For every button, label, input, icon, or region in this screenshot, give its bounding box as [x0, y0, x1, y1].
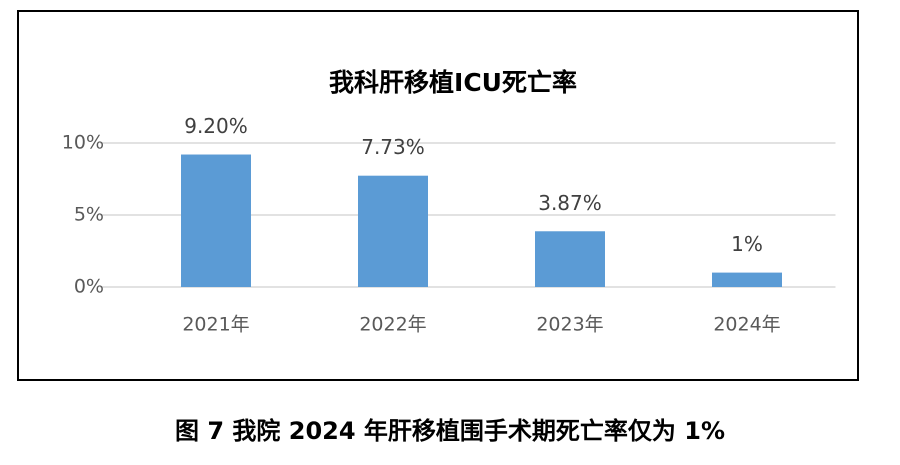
x-tick-label: 2022年: [359, 314, 426, 336]
x-tick-label: 2021年: [182, 314, 249, 336]
x-tick-label: 2023年: [536, 314, 603, 336]
y-tick-label: 5%: [74, 204, 104, 226]
bar: [358, 175, 428, 287]
x-tick-label: 2024年: [713, 314, 780, 336]
y-tick-label: 0%: [74, 276, 104, 298]
chart-frame: [17, 10, 859, 381]
bar: [181, 154, 251, 287]
bar: [712, 272, 782, 287]
bar: [535, 231, 605, 287]
caption: 图 7 我院 2024 年肝移植围手术期死亡率仅为 1%: [175, 417, 725, 445]
value-label: 7.73%: [361, 135, 425, 159]
value-label: 1%: [731, 232, 763, 256]
y-tick-label: 10%: [62, 132, 104, 154]
chart-title: 我科肝移植ICU死亡率: [329, 68, 577, 97]
value-label: 9.20%: [184, 114, 248, 138]
value-label: 3.87%: [538, 191, 602, 215]
